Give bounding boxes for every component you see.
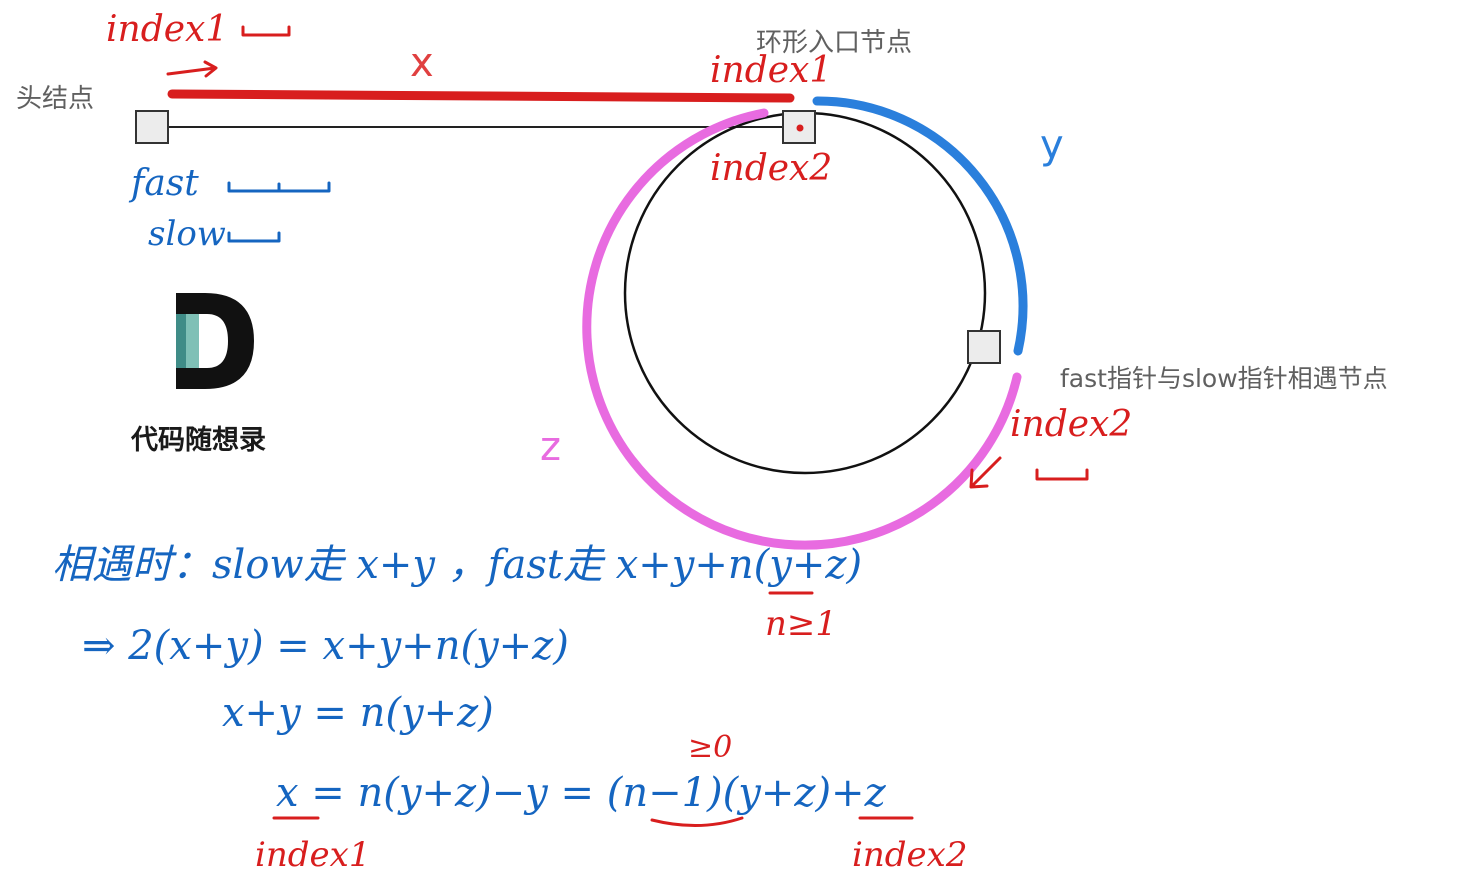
entry-node-label: 环形入口节点 [756,28,912,58]
index2-arrow [969,456,1002,489]
index1-entry-label: index1 [710,50,832,91]
head-node-label: 头结点 [16,84,94,114]
n-minus-1-underline [650,816,744,827]
equation-line-4: x = n(y+z)−y = (n−1)(y+z)+z [276,770,887,816]
index1-step-mark [241,25,291,37]
slow-step-mark [227,231,281,243]
z-path-arc [582,108,1022,550]
derivation: 相遇时：slow走 x+y ，fast走 x+y+n(y+z) n≥1 ⇒ 2(… [52,542,967,875]
z-index2-label: index2 [852,835,967,875]
z-label: z [540,424,561,470]
pointer-annotations: fast slow [128,163,331,254]
entry-node-dot [796,124,804,132]
y-label: y [1040,122,1064,168]
fast-step-mark [227,181,331,193]
x-label: x [410,40,434,86]
x-path-line [167,89,795,103]
index2-entry-label: index2 [710,148,832,189]
equation-line-2: ⇒ 2(x+y) = x+y+n(y+z) [82,623,569,669]
printed-diagram: 头结点 环形入口节点 fast指针与slow指针相遇节点 x y z [16,28,1388,550]
index2-step-mark [1035,468,1089,481]
head-node-box [135,110,169,144]
logo-name: 代码随想录 [130,425,266,456]
equation-line-1: 相遇时：slow走 x+y ，fast走 x+y+n(y+z) [52,542,862,588]
y-path-arc [812,96,1028,356]
logo-mark [176,293,254,389]
red-annotations: index1 index1 index2 index2 [106,9,1132,489]
n-constraint: n≥1 [765,604,837,644]
equation-line-3: x+y = n(y+z) [222,690,494,736]
index1-arrow [166,60,218,78]
meet-node-label: fast指针与slow指针相遇节点 [1060,364,1388,393]
fast-label: fast [128,163,199,204]
meet-node-box [967,330,1001,364]
logo: 代码随想录 [130,293,266,456]
index1-top-label: index1 [106,9,228,50]
slow-label: slow [148,214,226,254]
index2-meet-label: index2 [1010,404,1132,445]
ge-zero-label: ≥0 [688,730,732,765]
x-index1-label: index1 [255,835,370,875]
